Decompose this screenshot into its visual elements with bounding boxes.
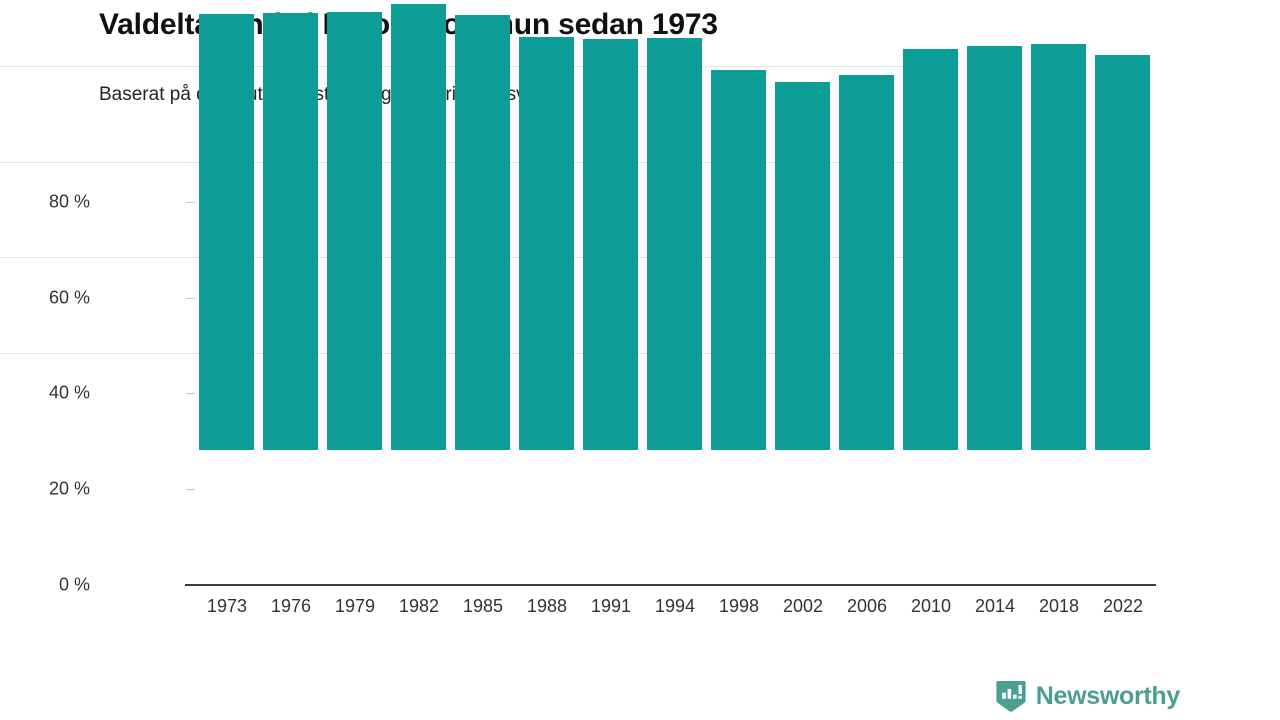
bar xyxy=(1031,44,1086,450)
bar xyxy=(775,82,830,450)
x-axis-tick-label: 1973 xyxy=(206,596,248,616)
x-axis-tick-label: 1985 xyxy=(462,596,504,616)
x-axis-tick-label: 2014 xyxy=(974,596,1016,616)
x-axis-line xyxy=(185,584,1156,586)
y-axis-tick xyxy=(186,489,195,491)
bar xyxy=(455,15,510,450)
x-axis-tick-label: 2010 xyxy=(910,596,952,616)
y-axis-tick xyxy=(186,297,195,299)
x-axis-tick-label: 1988 xyxy=(526,596,568,616)
y-axis-tick xyxy=(186,393,195,395)
y-axis-tick-label: 20 % xyxy=(48,478,90,499)
x-axis-tick-label: 1976 xyxy=(270,596,312,616)
bar xyxy=(711,70,766,450)
bar xyxy=(263,13,318,450)
x-axis-tick-label: 2002 xyxy=(782,596,824,616)
bar xyxy=(327,12,382,450)
bar xyxy=(391,4,446,450)
x-axis-tick-label: 1982 xyxy=(398,596,440,616)
y-axis: 0 % 20 % 40 % 60 % 80 % xyxy=(0,0,195,720)
x-axis-tick-label: 1979 xyxy=(334,596,376,616)
bar-chart-bubble-icon xyxy=(996,681,1026,712)
bar xyxy=(903,49,958,450)
x-axis-tick-label: 1998 xyxy=(718,596,760,616)
bar xyxy=(519,37,574,450)
bar xyxy=(839,74,894,450)
y-axis-tick-label: 60 % xyxy=(48,287,90,308)
newsworthy-logo[interactable]: Newsworthy xyxy=(996,680,1180,712)
x-axis-tick-label: 2018 xyxy=(1038,596,1080,616)
bar xyxy=(967,46,1022,450)
y-axis-tick-label: 0 % xyxy=(58,574,90,595)
bar xyxy=(583,39,638,450)
x-axis-tick-label: 1994 xyxy=(654,596,696,616)
brand-name: Newsworthy xyxy=(1035,681,1181,710)
bar-series xyxy=(199,0,1150,585)
y-axis-tick xyxy=(186,201,195,203)
bar xyxy=(199,14,254,450)
x-axis-tick-label: 2006 xyxy=(846,596,888,616)
bar xyxy=(647,38,702,450)
y-axis-tick-label: 80 % xyxy=(48,191,90,212)
bar xyxy=(1095,54,1150,450)
x-axis-tick-label: 1991 xyxy=(590,596,632,616)
x-axis: 1973 1976 1979 1982 1985 1988 1991 1994 1998 2002… xyxy=(199,596,1145,624)
x-axis-tick-label: 2022 xyxy=(1102,596,1144,616)
y-axis-tick-label: 40 % xyxy=(48,382,90,403)
